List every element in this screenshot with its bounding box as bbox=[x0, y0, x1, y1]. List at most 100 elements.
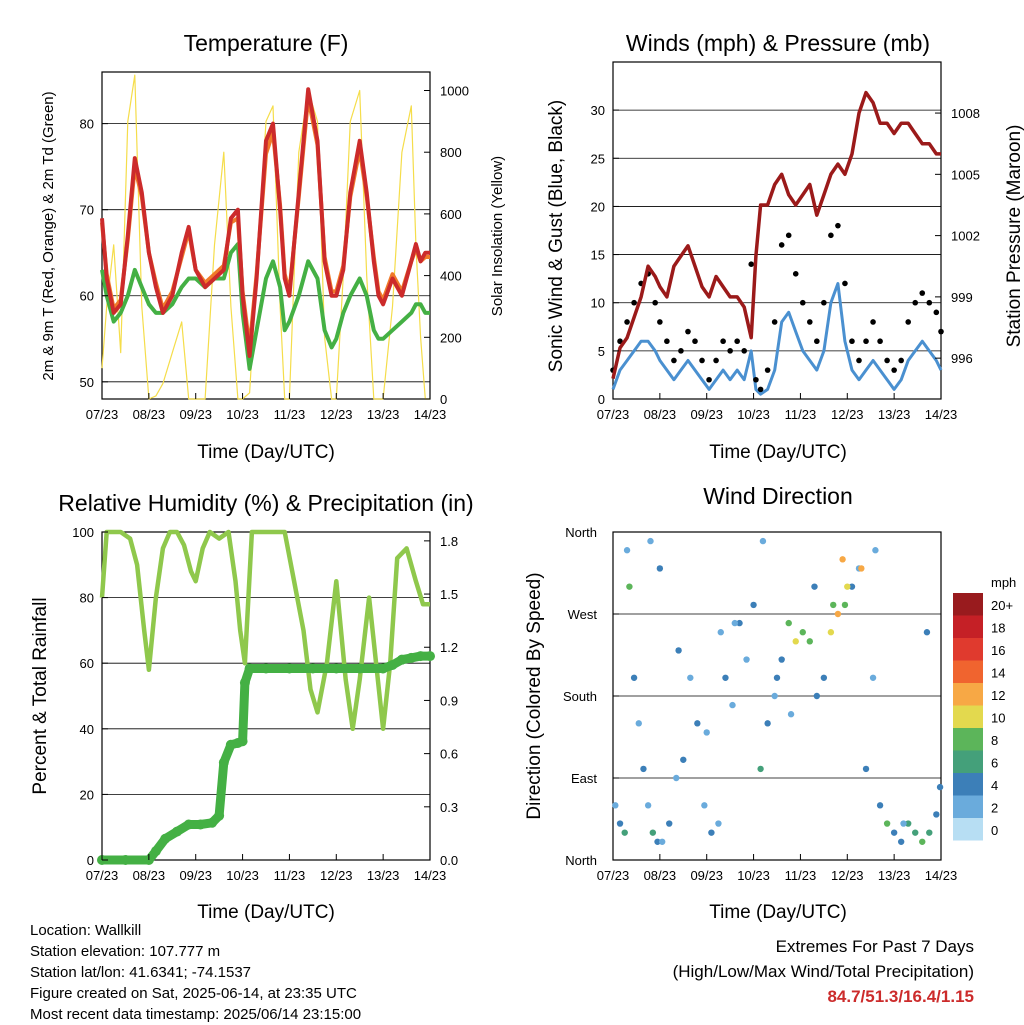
y-right-tick-label: 600 bbox=[440, 207, 462, 222]
y-tick-label: 60 bbox=[80, 656, 94, 671]
y-tick-label: 0 bbox=[87, 853, 94, 868]
gust-point bbox=[919, 290, 926, 296]
direction-tick-label: East bbox=[571, 771, 597, 786]
direction-point bbox=[869, 674, 877, 681]
gust-point bbox=[734, 338, 740, 345]
gust-point bbox=[835, 222, 841, 229]
precipitation-point bbox=[120, 855, 131, 865]
y-right-tick-label: 0.3 bbox=[440, 800, 458, 815]
direction-point bbox=[736, 619, 743, 627]
y-tick-label: 80 bbox=[80, 591, 94, 606]
winds-xlabel: Time (Day/UTC) bbox=[709, 442, 847, 463]
direction-point bbox=[621, 829, 628, 836]
winds-title: Winds (mph) & Pressure (mb) bbox=[626, 30, 930, 56]
direction-point bbox=[820, 674, 828, 681]
direction-point bbox=[811, 583, 818, 590]
direction-point bbox=[722, 674, 729, 681]
gust-point bbox=[699, 357, 705, 364]
x-tick-label: 10/23 bbox=[737, 407, 770, 422]
colorbar-label: 8 bbox=[991, 733, 998, 748]
direction-point bbox=[750, 601, 757, 609]
colorbar-swatch bbox=[953, 638, 983, 661]
y-right-tick-label: 1.2 bbox=[440, 640, 458, 655]
gust-point bbox=[905, 319, 911, 325]
x-tick-label: 12/23 bbox=[831, 407, 864, 422]
precipitation-point bbox=[237, 736, 248, 747]
x-tick-label: 14/23 bbox=[414, 407, 447, 422]
gust-point bbox=[926, 299, 933, 306]
direction-point bbox=[675, 647, 682, 654]
y-tick-label: 10 bbox=[591, 296, 605, 311]
direction-point bbox=[813, 692, 821, 700]
y-tick-label: 15 bbox=[591, 248, 605, 263]
y-right-tick-label: 1002 bbox=[951, 229, 980, 244]
x-tick-label: 13/23 bbox=[367, 407, 400, 422]
direction-point bbox=[848, 583, 856, 590]
direction-point bbox=[778, 656, 785, 663]
temperature-title: Temperature (F) bbox=[184, 30, 349, 56]
colorbar-swatch bbox=[953, 773, 983, 796]
colorbar-swatch bbox=[953, 728, 983, 751]
colorbar-swatch bbox=[953, 705, 983, 728]
direction-point bbox=[731, 619, 739, 627]
colorbar-label: 0 bbox=[991, 823, 998, 838]
colorbar-label: 20+ bbox=[991, 598, 1013, 613]
colorbar-swatch bbox=[953, 818, 983, 841]
extremes-description: (High/Low/Max Wind/Total Precipitation) bbox=[672, 962, 974, 981]
gust-point bbox=[652, 299, 658, 306]
direction-point bbox=[771, 692, 778, 700]
gust-point bbox=[753, 376, 759, 383]
x-tick-label: 08/23 bbox=[644, 407, 677, 422]
direction-point bbox=[827, 629, 835, 636]
winds-ylabel-right: Station Pressure (Maroon) bbox=[1004, 125, 1024, 348]
x-tick-label: 12/23 bbox=[320, 407, 353, 422]
direction-tick-label: West bbox=[568, 607, 598, 622]
direction-point bbox=[926, 829, 933, 836]
precipitation-point bbox=[239, 677, 250, 688]
y-tick-label: 25 bbox=[591, 151, 605, 166]
station-location: Location: Wallkill bbox=[30, 922, 142, 939]
direction-point bbox=[773, 674, 781, 681]
y-right-tick-label: 0 bbox=[440, 392, 447, 407]
direction-xlabel: Time (Day/UTC) bbox=[709, 902, 847, 923]
station-latlon: Station lat/lon: 41.6341; -74.1537 bbox=[30, 964, 252, 981]
gust-point bbox=[821, 299, 827, 306]
gust-point bbox=[727, 348, 733, 354]
direction-point bbox=[844, 583, 851, 590]
precipitation-point bbox=[425, 651, 435, 662]
y-right-tick-label: 0.0 bbox=[440, 853, 458, 868]
direction-point bbox=[919, 838, 926, 845]
gust-point bbox=[706, 376, 712, 383]
gust-point bbox=[617, 338, 623, 345]
y-right-tick-label: 1008 bbox=[951, 106, 980, 121]
x-tick-label: 08/23 bbox=[133, 407, 166, 422]
gust-point bbox=[884, 357, 890, 364]
direction-point bbox=[830, 601, 837, 609]
colorbar-swatch bbox=[953, 795, 983, 818]
y-tick-label: 20 bbox=[591, 199, 605, 214]
gust-point bbox=[933, 309, 940, 316]
extremes-values: 84.7/51.3/16.4/1.15 bbox=[827, 987, 974, 1006]
y-tick-label: 5 bbox=[598, 344, 605, 359]
gust-point bbox=[792, 271, 799, 277]
gust-point bbox=[891, 367, 897, 373]
direction-point bbox=[612, 802, 619, 809]
x-tick-label: 08/23 bbox=[133, 868, 166, 883]
precipitation-point bbox=[307, 663, 318, 674]
direction-point bbox=[792, 638, 799, 645]
gust-point bbox=[828, 232, 834, 239]
gust-point bbox=[912, 299, 919, 306]
colorbar-swatch bbox=[953, 593, 983, 616]
direction-point bbox=[834, 610, 842, 618]
direction-point bbox=[703, 729, 710, 736]
direction-point bbox=[799, 629, 806, 636]
gust-point bbox=[863, 338, 869, 345]
direction-point bbox=[687, 674, 694, 681]
x-tick-label: 14/23 bbox=[925, 868, 958, 883]
gust-point bbox=[657, 319, 663, 325]
colorbar-label: 2 bbox=[991, 801, 998, 816]
humidity-xlabel: Time (Day/UTC) bbox=[197, 902, 335, 923]
direction-point bbox=[656, 565, 664, 572]
gust-point bbox=[877, 338, 883, 345]
gust-point bbox=[631, 299, 637, 306]
